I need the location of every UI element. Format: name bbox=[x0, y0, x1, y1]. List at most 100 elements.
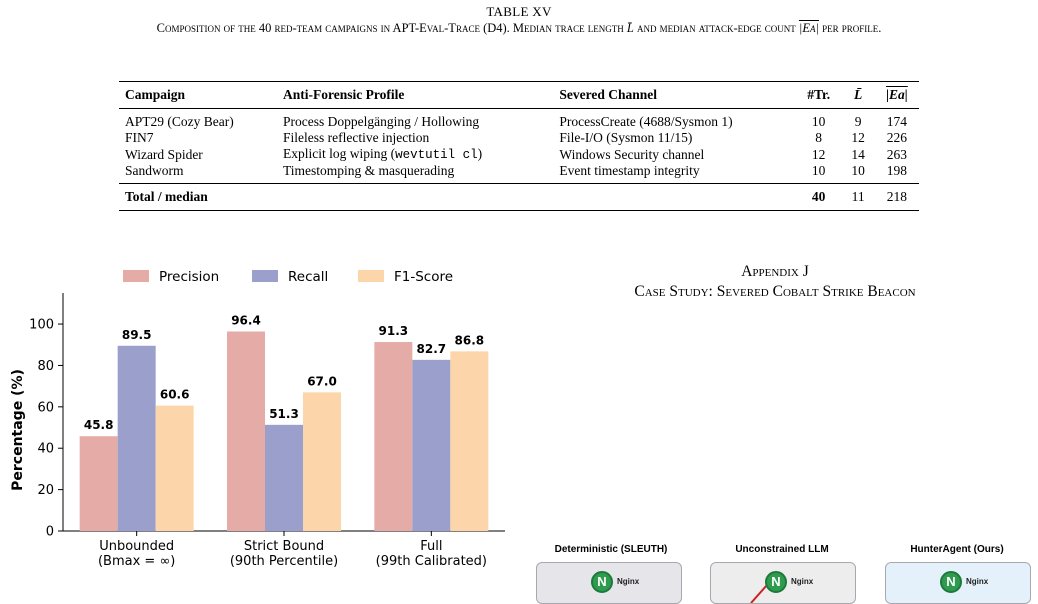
cell-profile-text: Explicit log wiping ( bbox=[283, 146, 396, 161]
appendix-label: Appendix J bbox=[741, 263, 809, 280]
cell-campaign: Sandworm bbox=[125, 163, 184, 178]
panel-title-unconstrained: Unconstrained LLM bbox=[735, 544, 829, 555]
y-tick-label: 100 bbox=[29, 318, 54, 333]
header-e: |Ea| bbox=[875, 82, 919, 109]
data-label: 91.3 bbox=[379, 324, 409, 338]
cell-l: 14 bbox=[851, 146, 865, 162]
y-tick-label: 20 bbox=[37, 483, 54, 498]
cell-traces: 8 bbox=[815, 130, 823, 145]
chart-axes: 0 20 40 60 80 100 Unbounded(Bmax = ∞) Strict Bo… bbox=[29, 293, 505, 569]
total-e: 218 bbox=[886, 189, 908, 204]
caption-text-post: per profile. bbox=[818, 21, 882, 35]
nginx-icon: N bbox=[765, 571, 787, 593]
cell-profile-text: Fileless reflective injection bbox=[283, 130, 430, 145]
header-channel: Severed Channel bbox=[559, 87, 658, 102]
legend-label: Recall bbox=[288, 269, 328, 285]
node-label-nginx: Nginx bbox=[966, 577, 989, 586]
chart-data-labels: 45.8 89.5 60.6 96.4 51.3 67.0 91.3 82.7 86.8 bbox=[84, 313, 484, 432]
cell-channel: File-I/O (Sysmon 11/15) bbox=[559, 130, 693, 145]
table-row: APT29 (Cozy Bear) Process Doppelgänging … bbox=[119, 109, 919, 131]
cell-campaign: APT29 (Cozy Bear) bbox=[125, 114, 234, 129]
table-header-row: Campaign Anti-Forensic Profile Severed C… bbox=[119, 81, 919, 109]
legend-swatch bbox=[123, 270, 149, 282]
cell-l: 10 bbox=[851, 163, 865, 178]
cell-channel: ProcessCreate (4688/Sysmon 1) bbox=[559, 114, 733, 129]
x-tick-label: Strict Bound bbox=[244, 539, 324, 554]
header-l: L̄ bbox=[854, 87, 863, 102]
y-tick-label: 0 bbox=[46, 525, 54, 540]
campaign-table: Campaign Anti-Forensic Profile Severed C… bbox=[119, 81, 919, 211]
panel-deterministic: N Nginx bbox=[536, 562, 682, 604]
data-label: 51.3 bbox=[269, 407, 299, 421]
cell-e: 263 bbox=[886, 146, 908, 162]
bar-recall bbox=[117, 345, 156, 531]
legend-swatch bbox=[358, 270, 384, 282]
x-tick-label: Unbounded bbox=[99, 539, 174, 554]
bar-precision bbox=[79, 436, 118, 531]
header-profile: Anti-Forensic Profile bbox=[283, 87, 405, 102]
cell-profile-code: wevtutil cl bbox=[395, 148, 478, 162]
cell-e: 174 bbox=[886, 114, 908, 129]
table-body: APT29 (Cozy Bear) Process Doppelgänging … bbox=[119, 109, 919, 184]
cell-channel: Windows Security channel bbox=[559, 146, 705, 162]
data-label: 67.0 bbox=[307, 374, 337, 388]
bar-precision bbox=[374, 342, 413, 531]
cell-e: 226 bbox=[886, 130, 908, 145]
y-tick-label: 80 bbox=[37, 359, 54, 374]
caption-text-mid: and median attack-edge count bbox=[633, 21, 799, 35]
bar-chart: Precision Recall F1-Score 0 20 40 60 80 100 Unbo… bbox=[10, 269, 505, 569]
cell-traces: 10 bbox=[811, 163, 826, 178]
cell-traces: 12 bbox=[811, 146, 826, 162]
node-label-nginx: Nginx bbox=[617, 577, 640, 586]
table-label: TABLE XV bbox=[486, 4, 552, 19]
cell-campaign: Wizard Spider bbox=[125, 146, 203, 162]
data-label: 45.8 bbox=[84, 418, 114, 432]
cell-l: 9 bbox=[854, 114, 862, 129]
cell-l: 12 bbox=[851, 130, 865, 145]
panel-title-hunteragent: HunterAgent (Ours) bbox=[910, 544, 1004, 555]
x-tick-label: Full bbox=[420, 539, 442, 554]
cell-profile-text-post: ) bbox=[477, 146, 483, 161]
nginx-icon: N bbox=[940, 571, 962, 593]
appendix-title: Case Study: Severed Cobalt Strike Beacon bbox=[634, 283, 916, 300]
table-row: Wizard Spider Explicit log wiping (wevtu… bbox=[119, 146, 919, 163]
cell-traces: 10 bbox=[811, 114, 826, 129]
bar-precision bbox=[227, 331, 265, 531]
y-tick-label: 40 bbox=[37, 442, 54, 457]
cell-e: 198 bbox=[886, 163, 908, 178]
bar-recall bbox=[265, 424, 303, 531]
node-label-nginx: Nginx bbox=[791, 577, 814, 586]
legend-label: Precision bbox=[159, 269, 219, 285]
bar-f1-score bbox=[155, 405, 194, 531]
legend-swatch bbox=[252, 270, 278, 282]
cell-channel: Event timestamp integrity bbox=[559, 163, 700, 178]
header-campaign: Campaign bbox=[125, 87, 186, 102]
total-label: Total / median bbox=[125, 189, 208, 204]
table-caption: Composition of the 40 red-team campaigns… bbox=[10, 20, 1028, 37]
appendix-heading: Appendix J Case Study: Severed Cobalt St… bbox=[535, 262, 1015, 302]
y-tick-label: 60 bbox=[37, 400, 54, 415]
header-e-text: |Ea| bbox=[886, 87, 908, 102]
cell-profile: Timestomping & masquerading bbox=[277, 163, 553, 184]
chart-legend: Precision Recall F1-Score bbox=[123, 269, 453, 285]
cell-profile-text: Process Doppelgänging / Hollowing bbox=[283, 114, 480, 129]
panel-hunteragent: N Nginx bbox=[885, 562, 1031, 604]
data-label: 96.4 bbox=[231, 313, 261, 327]
x-tick-label: (Bmax = ∞) bbox=[98, 554, 175, 569]
bar-recall bbox=[412, 359, 451, 531]
caption-text-pre: Composition of the 40 red-team campaigns… bbox=[156, 21, 627, 35]
header-traces: #Tr. bbox=[807, 87, 831, 102]
data-label: 82.7 bbox=[417, 342, 447, 356]
bar-f1-score bbox=[450, 351, 489, 531]
cell-profile: Fileless reflective injection bbox=[277, 130, 553, 146]
table-row: FIN7 Fileless reflective injection File-… bbox=[119, 130, 919, 146]
panel-unconstrained: N Nginx bbox=[710, 562, 856, 604]
cell-profile-text: Timestomping & masquerading bbox=[283, 163, 455, 178]
cell-profile: Explicit log wiping (wevtutil cl) bbox=[277, 146, 553, 163]
y-axis-label: Percentage (%) bbox=[10, 369, 26, 491]
caption-lbar-symbol: L̄ bbox=[626, 21, 634, 35]
data-label: 60.6 bbox=[160, 388, 190, 402]
legend-label: F1-Score bbox=[394, 269, 453, 285]
table-row: Sandworm Timestomping & masquerading Eve… bbox=[119, 163, 919, 184]
total-l: 11 bbox=[851, 189, 865, 204]
